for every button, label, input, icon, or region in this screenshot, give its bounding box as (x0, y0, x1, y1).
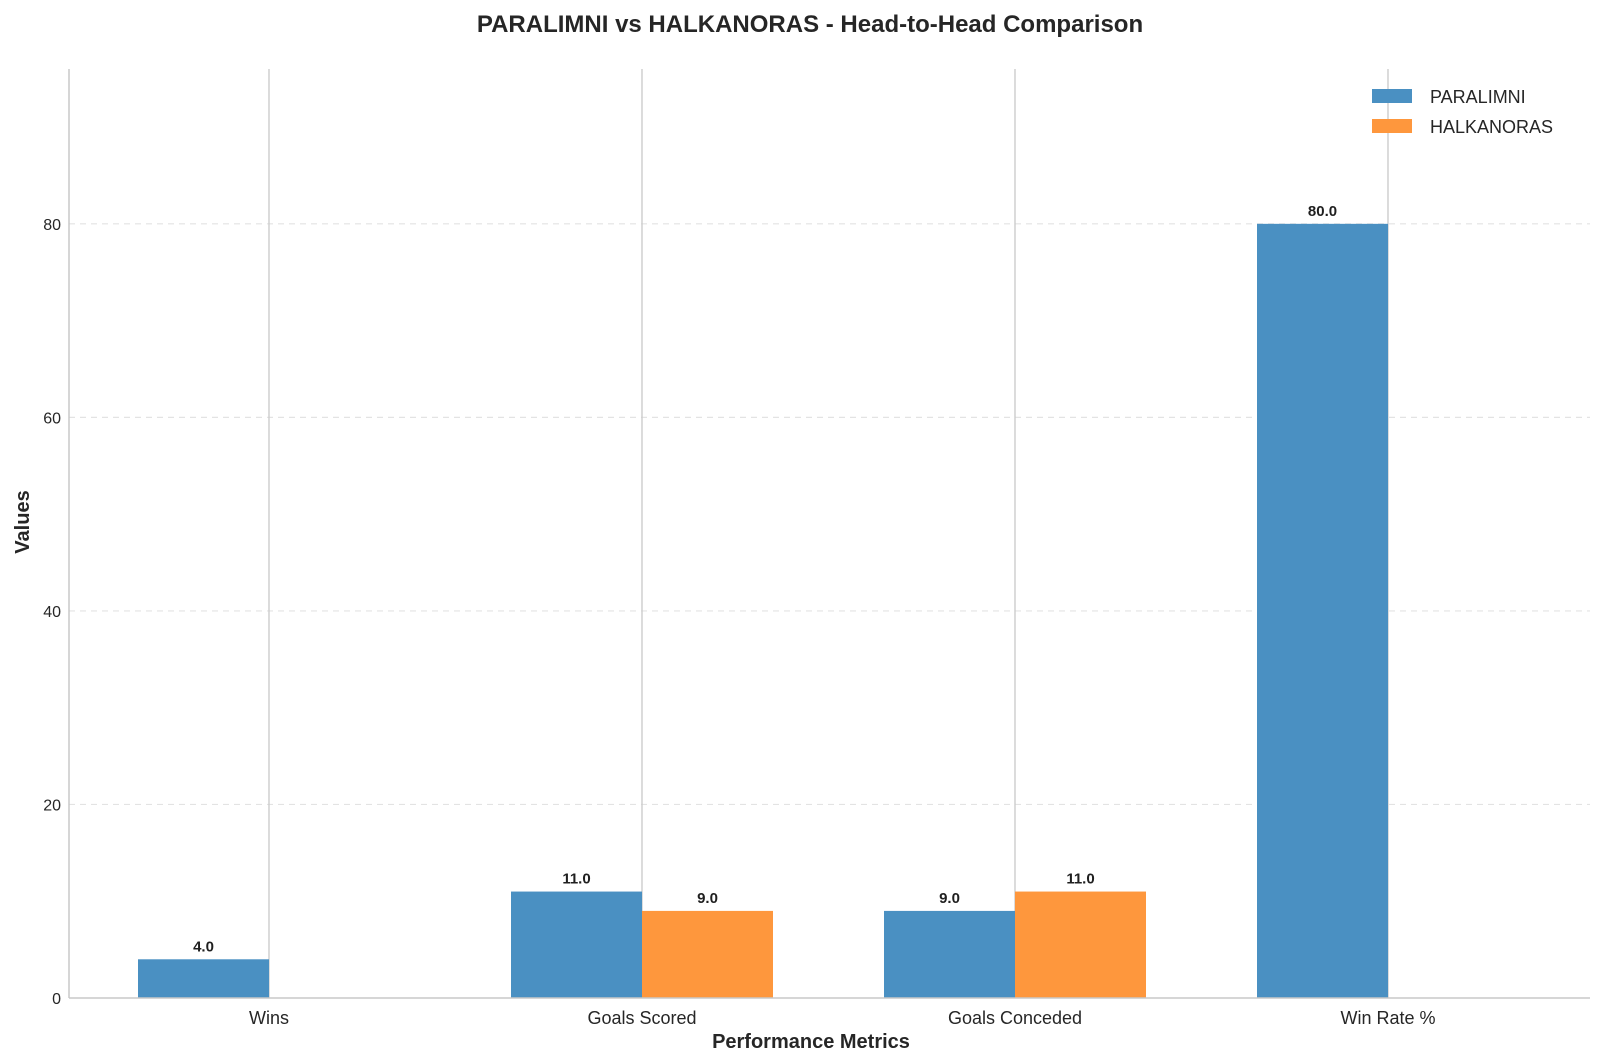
tick-labels: 0 20 40 60 80 Wins Goals Scored Goals Conceded W… (43, 217, 1435, 1028)
y-tick-label: 60 (43, 410, 61, 427)
y-tick-label: 0 (52, 991, 61, 1008)
legend-swatch-halkanoras (1372, 119, 1412, 133)
axes (68, 69, 1590, 999)
legend-label-halkanoras: HALKANORAS (1430, 117, 1553, 137)
bar-paralimni-goals-scored (511, 891, 642, 998)
y-tick-label: 80 (43, 217, 61, 234)
bar-halkanoras-goals-conceded (1015, 891, 1146, 998)
legend-swatch-paralimni (1372, 89, 1412, 103)
bar-halkanoras-goals-scored (642, 910, 773, 998)
data-label: 11.0 (1066, 871, 1094, 888)
data-label: 9.0 (697, 890, 718, 907)
chart-title: PARALIMNI vs HALKANORAS - Head-to-Head C… (477, 11, 1143, 38)
bar-paralimni-goals-conceded (884, 910, 1015, 998)
data-label: 4.0 (193, 938, 214, 955)
bar-paralimni-wins (138, 959, 269, 998)
x-tick-label: Goals Conceded (948, 1008, 1082, 1028)
y-axis-label: Values (12, 490, 34, 553)
legend: PARALIMNI HALKANORAS (1372, 87, 1553, 137)
data-label: 9.0 (939, 890, 960, 907)
category-grid-lines (268, 69, 1389, 998)
legend-label-paralimni: PARALIMNI (1430, 87, 1526, 107)
bar-paralimni-win-rate- (1257, 223, 1388, 999)
x-axis-label: Performance Metrics (712, 1031, 910, 1053)
y-tick-label: 40 (43, 604, 61, 621)
data-label: 80.0 (1308, 203, 1337, 220)
x-tick-label: Wins (249, 1008, 289, 1028)
x-tick-label: Win Rate % (1340, 1008, 1435, 1028)
y-tick-label: 20 (43, 797, 61, 814)
data-labels: 4.0 11.0 9.0 80.0 9.0 11.0 (193, 203, 1337, 955)
data-label: 11.0 (562, 871, 590, 888)
x-tick-label: Goals Scored (587, 1008, 696, 1028)
bars (138, 223, 1388, 999)
